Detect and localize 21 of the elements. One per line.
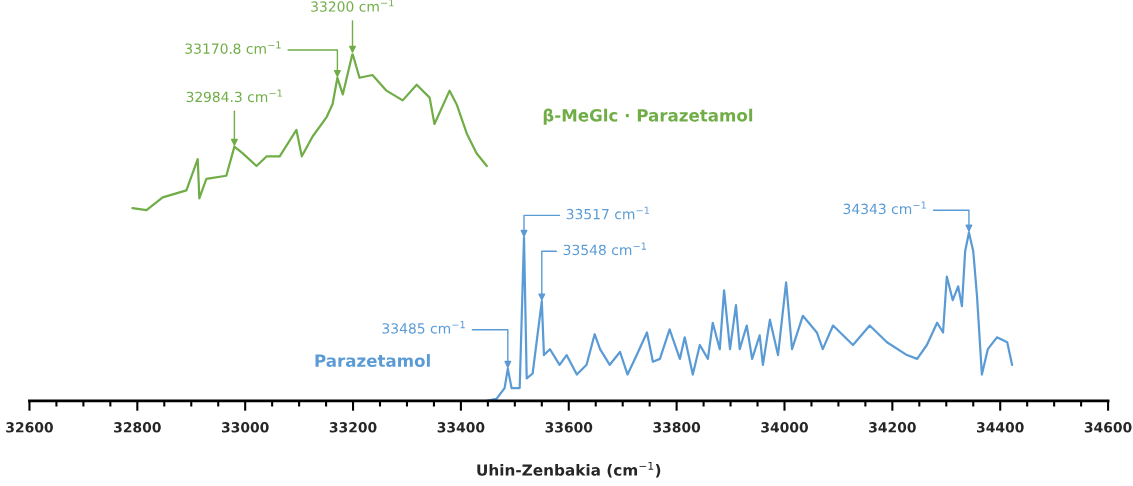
- x-tick-label: 34000: [761, 422, 808, 433]
- x-tick-label: 33600: [545, 422, 593, 433]
- x-tick-label: 33000: [221, 422, 269, 433]
- x-tick-label: 34600: [1084, 422, 1132, 433]
- x-tick-label: 34200: [869, 422, 916, 433]
- x-axis-title: Uhin-Zenbakia (cm$^{−1}$): [477, 461, 661, 478]
- annotation: 33485 cm$^{−1}$: [382, 321, 465, 334]
- x-tick-label: 33800: [653, 422, 701, 433]
- x-tick-label: 34400: [976, 422, 1024, 433]
- x-tick-label: 33200: [329, 422, 377, 433]
- annotation: 33548 cm$^{−1}$: [563, 242, 646, 256]
- annotation: 32984.3 cm$^{−1}$: [186, 89, 282, 103]
- annotation: 33200 cm$^{−1}$: [311, 0, 394, 12]
- annotation: 33517 cm$^{−1}$: [566, 206, 649, 220]
- annotation: 33170.8 cm$^{−1}$: [185, 41, 281, 54]
- x-tick-label: 33400: [437, 422, 485, 433]
- annotation: 34343 cm$^{−1}$: [843, 201, 926, 215]
- x-tick-label: 32600: [6, 422, 53, 433]
- text: Parazetamol: [315, 354, 430, 367]
- x-tick-label: 32800: [114, 422, 161, 433]
- text: β-MeGlc · Parazetamol: [543, 108, 753, 125]
